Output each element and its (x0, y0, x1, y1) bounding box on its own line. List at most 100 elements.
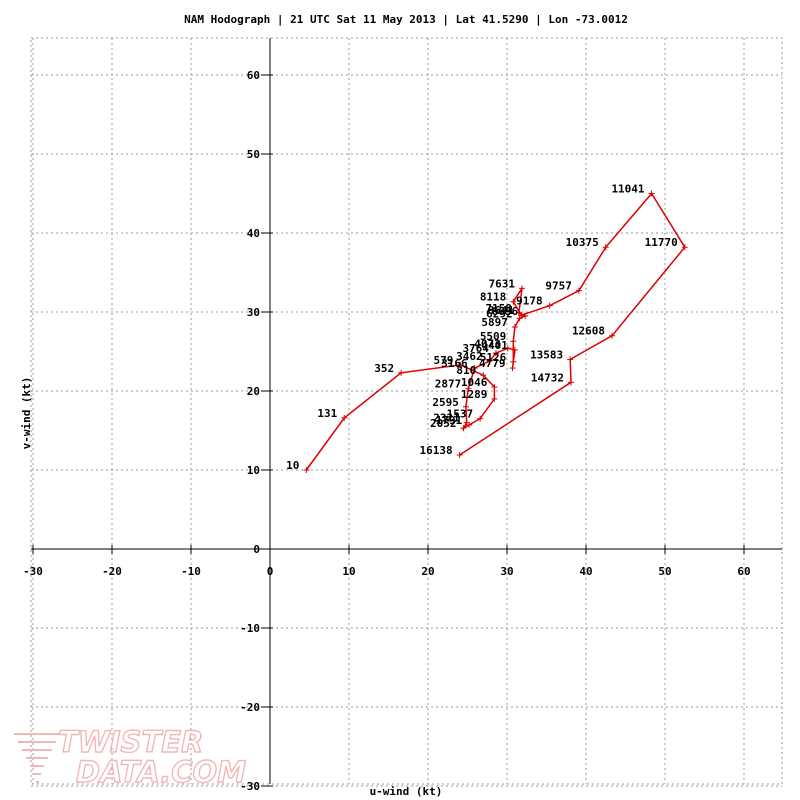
y-axis-title: v-wind (kt) (20, 377, 33, 450)
hodograph-point (519, 285, 526, 292)
height-label: 7631 (489, 277, 516, 290)
watermark-logo: TWISTER DATA.COM (14, 724, 247, 790)
height-label: 8641 (488, 304, 515, 317)
y-tick-label: -20 (240, 701, 260, 714)
hodograph-point (511, 324, 518, 331)
watermark-line2: DATA.COM (76, 755, 246, 789)
height-label: 810 (456, 364, 476, 377)
x-tick-label: 0 (267, 565, 274, 578)
x-tick-label: 60 (737, 565, 750, 578)
y-tick-label: 30 (247, 306, 260, 319)
height-label: 2321 (433, 412, 460, 425)
hodograph-point (510, 338, 517, 345)
y-tick-label: 10 (247, 464, 260, 477)
height-label: 5509 (480, 330, 507, 343)
height-label: 10 (286, 459, 299, 472)
hodograph-point (609, 332, 616, 339)
height-label: 7158 (485, 302, 512, 315)
chart-title: NAM Hodograph | 21 UTC Sat 11 May 2013 |… (184, 13, 628, 26)
height-label: 579 (434, 354, 454, 367)
height-label: 12608 (572, 325, 605, 338)
height-label: 3462 (456, 350, 483, 363)
y-tick-label: 60 (247, 69, 260, 82)
x-tick-label: 30 (500, 565, 513, 578)
hodograph-point (567, 356, 574, 363)
hodograph-point (509, 365, 516, 372)
height-label: 6696 (492, 305, 519, 318)
plot-frame (30, 37, 783, 785)
hodograph-point (456, 451, 463, 458)
hodograph-point (546, 302, 553, 309)
height-label: 131 (317, 407, 337, 420)
hodograph-point (471, 365, 478, 372)
hodograph-point (463, 419, 470, 426)
height-label: 2595 (432, 396, 459, 409)
height-label: 1791 (436, 414, 463, 427)
height-label: 9757 (545, 280, 572, 293)
hodograph-point (492, 350, 499, 357)
height-label: 352 (374, 362, 394, 375)
hodograph-point (567, 379, 574, 386)
height-label: 10375 (566, 236, 599, 249)
hodograph-point (575, 287, 582, 294)
hodograph-point (511, 346, 518, 353)
hodograph-point (491, 384, 498, 391)
height-label: 5126 (480, 351, 507, 364)
hodograph-point (522, 312, 529, 319)
hodograph-point (681, 244, 688, 251)
hodograph-point (477, 415, 484, 422)
hodograph-point (480, 372, 487, 379)
y-tick-label: -30 (240, 780, 260, 793)
height-label: 2877 (435, 378, 462, 391)
x-tick-label: -30 (23, 565, 43, 578)
height-label: 3764 (462, 342, 489, 355)
y-tick-label: 0 (253, 543, 260, 556)
height-label: 5897 (481, 316, 508, 329)
hodograph-point (510, 298, 517, 305)
height-label: 8118 (480, 291, 507, 304)
watermark-line1: TWISTER (58, 725, 203, 759)
hodograph-point (602, 244, 609, 251)
hodograph-point (510, 358, 517, 365)
hodograph-point (491, 395, 498, 402)
x-tick-label: 10 (342, 565, 355, 578)
x-tick-label: 20 (421, 565, 434, 578)
hodograph-point (462, 403, 469, 410)
height-label: 9178 (516, 295, 543, 308)
y-tick-label: 40 (247, 227, 260, 240)
height-label: 1289 (461, 388, 488, 401)
hodograph-point (460, 425, 467, 432)
hodograph-point (504, 345, 511, 352)
hodograph-point (457, 361, 464, 368)
height-label: 11770 (645, 236, 678, 249)
hodograph-point (341, 414, 348, 421)
x-axis-title: u-wind (kt) (370, 785, 443, 798)
tornado-icon (14, 733, 60, 783)
hodograph-point (465, 385, 472, 392)
hodograph-point (518, 312, 525, 319)
y-tick-label: 50 (247, 148, 260, 161)
height-label: 14732 (531, 371, 564, 384)
hodograph-point (648, 190, 655, 197)
grid (30, 37, 783, 787)
hodograph-point (486, 357, 493, 364)
x-tick-label: -20 (102, 565, 122, 578)
height-label: 2052 (430, 417, 457, 430)
height-label: 16138 (419, 444, 452, 457)
hodograph-point (516, 315, 523, 322)
hodograph-point (303, 467, 310, 473)
y-tick-label: -10 (240, 622, 260, 635)
x-tick-label: 50 (658, 565, 671, 578)
height-label: 4073 (474, 337, 501, 350)
height-label: 1537 (447, 408, 474, 421)
height-label: 4779 (479, 357, 506, 370)
hodograph-point (398, 369, 405, 376)
x-tick-label: 40 (579, 565, 592, 578)
height-label: 1046 (461, 376, 488, 389)
height-label: 11041 (611, 183, 644, 196)
height-label: 13583 (530, 348, 563, 361)
height-label: 3166 (441, 357, 468, 370)
